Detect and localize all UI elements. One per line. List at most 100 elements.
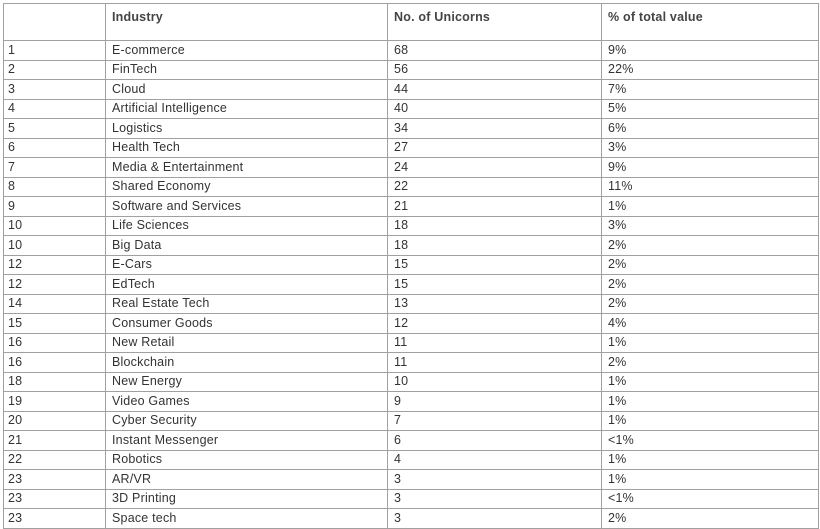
table-cell: Instant Messenger	[105, 430, 388, 451]
table-cell: 1%	[601, 196, 819, 217]
table-cell: 1%	[601, 332, 819, 353]
table-cell: 20	[3, 410, 106, 431]
table-cell: 5%	[601, 98, 819, 119]
table-cell: Media & Entertainment	[105, 157, 388, 178]
table-cell: 2%	[601, 235, 819, 256]
header-cell: % of total value	[601, 3, 819, 41]
table-cell: 1	[3, 40, 106, 61]
table-cell: 2%	[601, 293, 819, 314]
table-cell: Cyber Security	[105, 410, 388, 431]
table-row: 12 E-Cars 15 2%	[3, 254, 819, 275]
table-row: 18 New Energy 10 1%	[3, 371, 819, 392]
table-row: 12 EdTech 15 2%	[3, 274, 819, 295]
table-row: 9 Software and Services 21 1%	[3, 196, 819, 217]
table-cell: New Retail	[105, 332, 388, 353]
table-cell: Robotics	[105, 449, 388, 470]
table-cell: Software and Services	[105, 196, 388, 217]
header-cell	[3, 3, 106, 41]
table-cell: 12	[3, 254, 106, 275]
table-row: 10 Life Sciences 18 3%	[3, 215, 819, 236]
table-cell: 12	[387, 313, 602, 334]
table-cell: 15	[387, 254, 602, 275]
table-cell: 56	[387, 59, 602, 80]
table-cell: 18	[387, 235, 602, 256]
table-row: 2 FinTech 56 22%	[3, 59, 819, 80]
table-cell: 23	[3, 469, 106, 490]
table-cell: 16	[3, 332, 106, 353]
table-cell: 16	[3, 352, 106, 373]
table-cell: 7%	[601, 79, 819, 100]
table-cell: 4%	[601, 313, 819, 334]
table-row: 21 Instant Messenger 6 <1%	[3, 430, 819, 451]
table-cell: 10	[3, 235, 106, 256]
table-cell: 11%	[601, 176, 819, 197]
table-row: 3 Cloud 44 7%	[3, 79, 819, 100]
table-row: 7 Media & Entertainment 24 9%	[3, 157, 819, 178]
header-cell: Industry	[105, 3, 388, 41]
table-cell: E-commerce	[105, 40, 388, 61]
table-cell: <1%	[601, 430, 819, 451]
table-row: 22 Robotics 4 1%	[3, 449, 819, 470]
table-cell: 4	[3, 98, 106, 119]
table-cell: 2%	[601, 254, 819, 275]
table-cell: 44	[387, 79, 602, 100]
table-row: 10 Big Data 18 2%	[3, 235, 819, 256]
table-cell: 10	[387, 371, 602, 392]
table-cell: 9%	[601, 157, 819, 178]
table-cell: 9	[3, 196, 106, 217]
table-cell: Life Sciences	[105, 215, 388, 236]
table-cell: 27	[387, 137, 602, 158]
table-cell: 12	[3, 274, 106, 295]
table-cell: 7	[387, 410, 602, 431]
table-row: 23 AR/VR 3 1%	[3, 469, 819, 490]
table-row: 5 Logistics 34 6%	[3, 118, 819, 139]
table-cell: 10	[3, 215, 106, 236]
table-row: 16 Blockchain 11 2%	[3, 352, 819, 373]
table-cell: 68	[387, 40, 602, 61]
table-cell: 6%	[601, 118, 819, 139]
table-cell: 9%	[601, 40, 819, 61]
header-row: Industry No. of Unicorns % of total valu…	[3, 3, 819, 41]
table-cell: 24	[387, 157, 602, 178]
table-cell: 4	[387, 449, 602, 470]
table-cell: 14	[3, 293, 106, 314]
table-cell: 15	[3, 313, 106, 334]
table-cell: New Energy	[105, 371, 388, 392]
table-body: 1 E-commerce 68 9% 2 FinTech 56 22% 3 Cloud 44 7% 4 A…	[3, 40, 819, 529]
table-cell: 6	[387, 430, 602, 451]
table-cell: EdTech	[105, 274, 388, 295]
header-cell: No. of Unicorns	[387, 3, 602, 41]
table-row: 8 Shared Economy 22 11%	[3, 176, 819, 197]
table-row: 6 Health Tech 27 3%	[3, 137, 819, 158]
table-cell: 11	[387, 352, 602, 373]
table-cell: 21	[387, 196, 602, 217]
table-cell: Artificial Intelligence	[105, 98, 388, 119]
table-cell: 15	[387, 274, 602, 295]
table-cell: 40	[387, 98, 602, 119]
table-cell: 1%	[601, 410, 819, 431]
table-cell: 1%	[601, 391, 819, 412]
table-cell: 23	[3, 508, 106, 529]
table-cell: 3D Printing	[105, 488, 388, 509]
table-row: 23 3D Printing 3 <1%	[3, 488, 819, 509]
table-cell: 3	[3, 79, 106, 100]
table-cell: 1%	[601, 449, 819, 470]
table-cell: 18	[387, 215, 602, 236]
table-cell: Consumer Goods	[105, 313, 388, 334]
table-cell: Health Tech	[105, 137, 388, 158]
table-cell: 5	[3, 118, 106, 139]
table-cell: 34	[387, 118, 602, 139]
table-cell: Big Data	[105, 235, 388, 256]
table-cell: 21	[3, 430, 106, 451]
table-cell: Blockchain	[105, 352, 388, 373]
table-cell: AR/VR	[105, 469, 388, 490]
table-cell: 3	[387, 508, 602, 529]
table-cell: Logistics	[105, 118, 388, 139]
table-cell: 18	[3, 371, 106, 392]
unicorn-table: Industry No. of Unicorns % of total valu…	[3, 3, 819, 529]
table-cell: E-Cars	[105, 254, 388, 275]
table-cell: 2%	[601, 352, 819, 373]
table-row: 15 Consumer Goods 12 4%	[3, 313, 819, 334]
table-cell: 2%	[601, 508, 819, 529]
table-cell: Video Games	[105, 391, 388, 412]
